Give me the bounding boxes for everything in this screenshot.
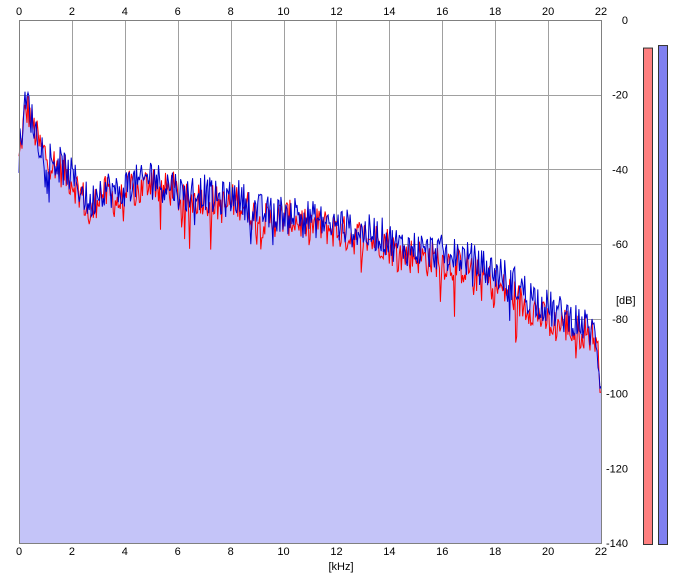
x-tick-label-bottom: 20 — [542, 546, 554, 558]
y-tick-label: -120 — [606, 463, 628, 475]
x-tick-label-bottom: 2 — [69, 546, 75, 558]
x-tick-label-bottom: 8 — [228, 546, 234, 558]
x-tick-label-bottom: 12 — [330, 546, 342, 558]
x-tick-label-top: 16 — [436, 6, 448, 18]
x-tick-label-bottom: 18 — [489, 546, 501, 558]
x-tick-label-top: 8 — [228, 6, 234, 18]
x-tick-label-bottom: 4 — [122, 546, 128, 558]
y-tick-label: -140 — [606, 538, 628, 550]
x-tick-label-top: 14 — [383, 6, 395, 18]
series-line-1 — [18, 90, 602, 389]
y-tick-label: -40 — [612, 164, 628, 176]
series-lines — [18, 90, 602, 394]
level-meter-bar — [658, 45, 668, 545]
y-tick-label: -60 — [612, 239, 628, 251]
x-tick-label-bottom: 10 — [277, 546, 289, 558]
y-tick-label: 0 — [622, 15, 628, 27]
x-tick-label-top: 18 — [489, 6, 501, 18]
y-tick-label: -80 — [612, 314, 628, 326]
x-axis-label: [kHz] — [328, 561, 353, 573]
y-axis-label: [dB] — [616, 295, 636, 307]
x-tick-label-bottom: 0 — [16, 546, 22, 558]
x-tick-label-bottom: 16 — [436, 546, 448, 558]
x-tick-label-top: 10 — [277, 6, 289, 18]
x-tick-label-top: 4 — [122, 6, 128, 18]
level-meter-bar — [643, 47, 653, 546]
tick-labels: 002244668810101212141416161818202022220-… — [16, 6, 628, 558]
x-tick-label-bottom: 6 — [175, 546, 181, 558]
x-tick-label-top: 20 — [542, 6, 554, 18]
x-tick-label-bottom: 22 — [595, 546, 607, 558]
level-meters — [643, 45, 668, 546]
x-tick-label-top: 2 — [69, 6, 75, 18]
x-tick-label-top: 22 — [595, 6, 607, 18]
x-tick-label-top: 12 — [330, 6, 342, 18]
y-tick-label: -20 — [612, 90, 628, 102]
spectrum-fill-area — [19, 91, 601, 543]
x-tick-label-bottom: 14 — [383, 546, 395, 558]
x-tick-label-top: 0 — [16, 6, 22, 18]
y-tick-label: -100 — [606, 389, 628, 401]
x-tick-label-top: 6 — [175, 6, 181, 18]
plot-border — [19, 20, 602, 544]
